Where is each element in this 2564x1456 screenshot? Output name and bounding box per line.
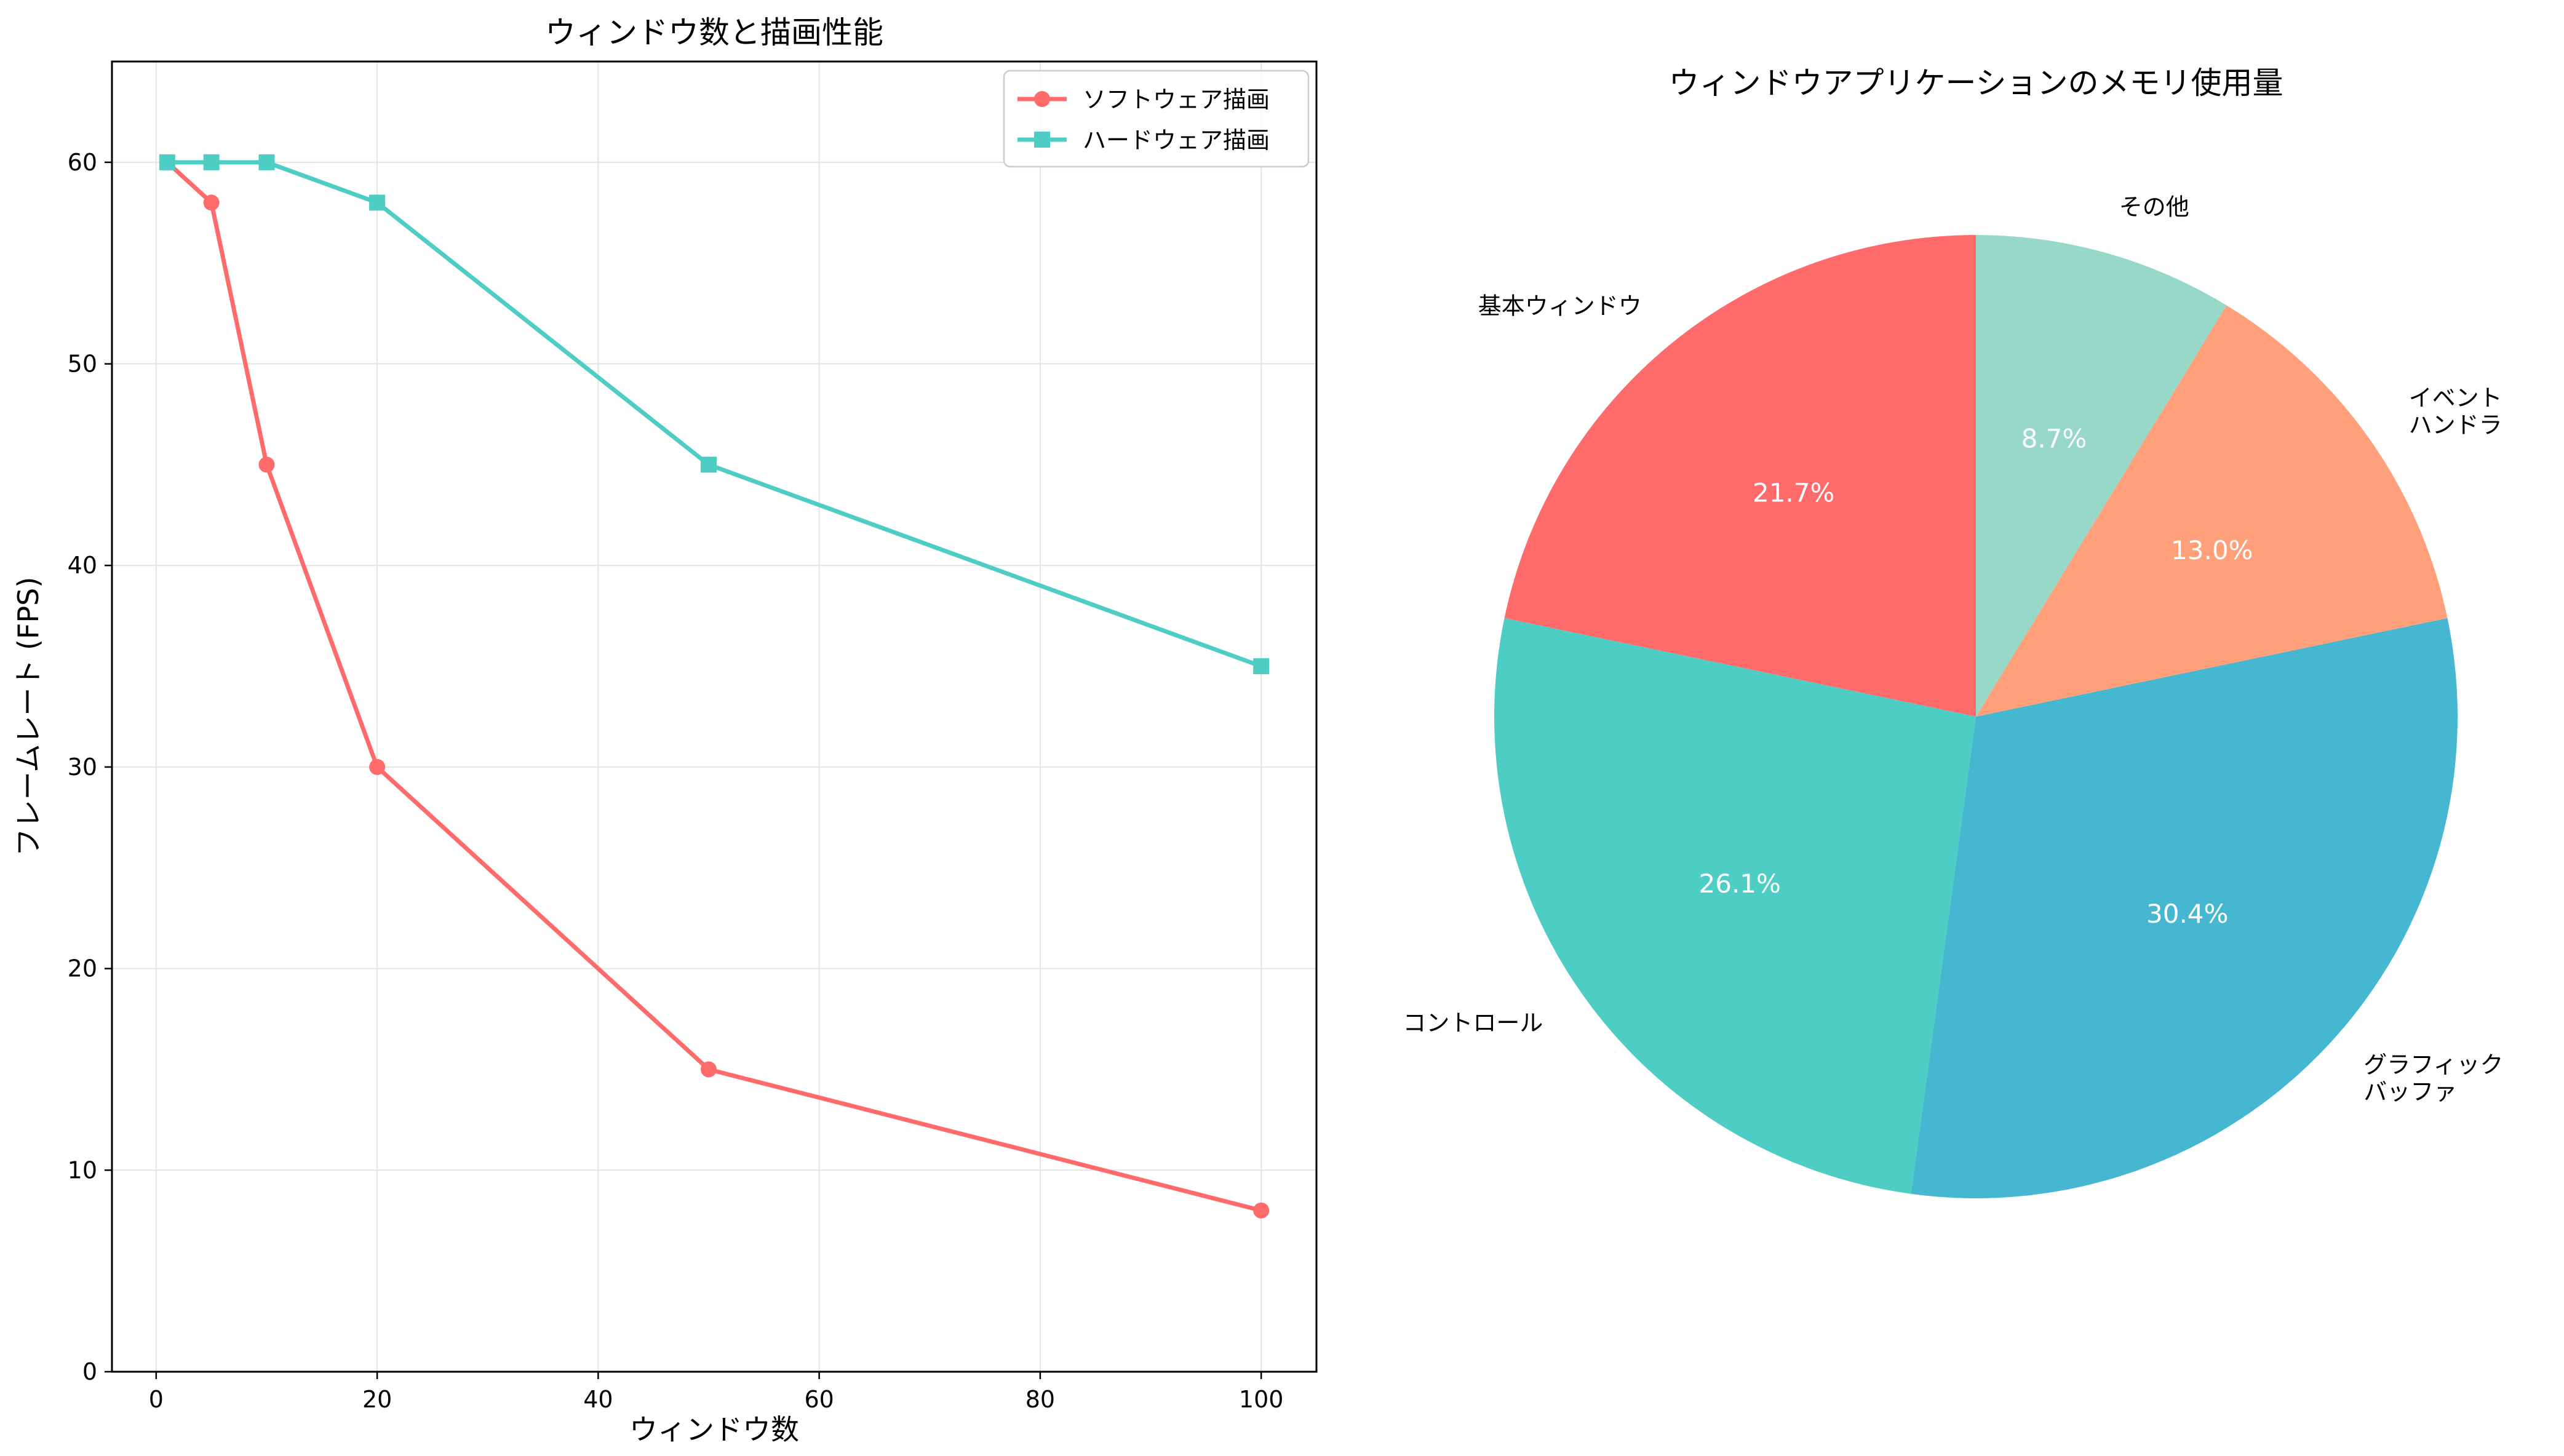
series-point <box>258 456 275 473</box>
series-point <box>1253 1202 1270 1219</box>
pie-percent-label: 8.7% <box>2021 424 2087 454</box>
pie-slice-5 <box>1976 235 2227 717</box>
series-point <box>1253 658 1270 675</box>
pie-percent-label: 26.1% <box>1699 869 1781 899</box>
pie-slice-2 <box>1494 618 1976 1194</box>
series-point <box>701 456 717 473</box>
y-tick-label: 50 <box>68 351 97 378</box>
pie-slice-1 <box>1504 235 1976 717</box>
line-chart-panel: 0 20 40 60 80 100 0 10 20 30 40 50 60 ウィンドウ数と描画性能 ウィ… <box>12 15 1318 1446</box>
pie-slices <box>1494 235 2458 1199</box>
line-plot-frame <box>111 60 1318 1373</box>
pie-category-label: コントロール <box>1403 1009 1543 1036</box>
pie-percent-label: 30.4% <box>2146 899 2228 929</box>
y-tick-label: 30 <box>68 754 97 781</box>
series-point <box>369 194 386 211</box>
line-chart-title: ウィンドウ数と描画性能 <box>545 15 883 50</box>
line-series-group <box>159 154 1270 1219</box>
pie-category-label: その他 <box>2119 194 2189 221</box>
line-grid <box>112 62 1316 1372</box>
series-point <box>369 758 386 775</box>
series-line-2 <box>167 160 1262 669</box>
y-tick-label: 0 <box>82 1358 97 1385</box>
pie-category-label: 基本ウィンドウ <box>1478 293 1642 320</box>
x-tick-label: 80 <box>1025 1386 1055 1413</box>
y-tick-label: 20 <box>68 955 97 982</box>
x-axis-label: ウィンドウ数 <box>629 1413 799 1446</box>
y-axis-label: フレームレート (FPS) <box>12 577 45 857</box>
pie-chart-title: ウィンドウアプリケーションのメモリ使用量 <box>1669 65 2283 101</box>
series-point <box>203 154 220 170</box>
x-tick-label: 100 <box>1239 1386 1284 1413</box>
x-tick-label: 40 <box>583 1386 613 1413</box>
pie-slice-4 <box>1976 305 2448 717</box>
y-tick-label: 60 <box>68 149 97 176</box>
pie-percent-label: 21.7% <box>1753 477 1834 507</box>
series-point <box>203 194 220 211</box>
pie-chart-panel: ウィンドウアプリケーションのメモリ使用量 21.7% 基本ウィンドウ 26.1% コン… <box>1403 65 2503 1199</box>
pie-category-label: イベントハンドラ <box>2409 384 2502 439</box>
y-tick-label: 10 <box>68 1156 97 1183</box>
pie-slice-3 <box>1911 618 2458 1199</box>
pie-percent-label: 13.0% <box>2171 535 2253 565</box>
series-point <box>258 154 275 170</box>
pie-labels: 21.7% 基本ウィンドウ 26.1% コントロール 30.4% グラフィックバッファ 13… <box>1403 194 2503 1105</box>
series-line-1 <box>165 161 1262 1213</box>
legend-label: ハードウェア描画 <box>1083 127 1270 154</box>
legend-marker <box>1034 132 1050 148</box>
series-point <box>159 154 175 170</box>
y-tick-label: 40 <box>68 552 97 579</box>
series-point <box>701 1061 717 1078</box>
legend-box <box>1003 70 1310 168</box>
x-tick-label: 60 <box>804 1386 834 1413</box>
line-ticks: 0 20 40 60 80 100 0 10 20 30 40 50 60 <box>68 149 1284 1413</box>
legend-marker <box>1034 91 1050 107</box>
x-tick-label: 20 <box>362 1386 392 1413</box>
legend-label: ソフトウェア描画 <box>1083 86 1270 113</box>
pie-category-label: グラフィックバッファ <box>2363 1051 2503 1105</box>
x-tick-label: 0 <box>149 1386 164 1413</box>
